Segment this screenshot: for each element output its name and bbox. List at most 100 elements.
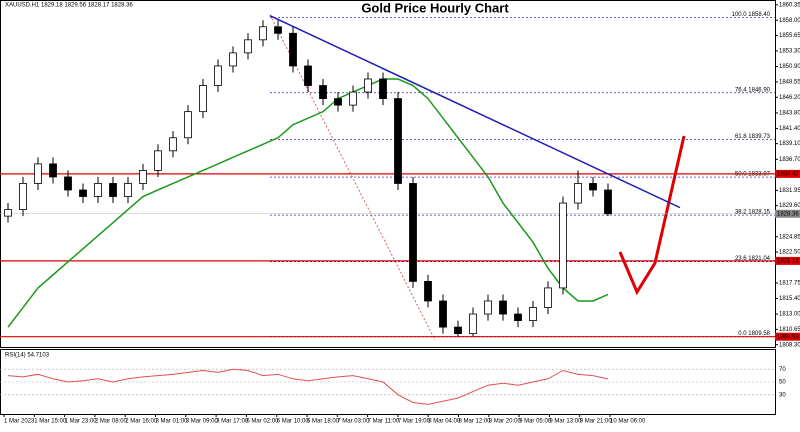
rsi-line — [7, 368, 609, 405]
x-tick-label: 3 Mar 01:00 — [156, 419, 189, 425]
forecast-arrow — [618, 135, 686, 296]
x-tick-label: 7 Mar 03:00 — [337, 419, 370, 425]
x-tick-label: 3 Mar 17:00 — [216, 419, 249, 425]
price-box — [775, 209, 800, 218]
chart-title: Gold Price Hourly Chart — [361, 0, 509, 15]
y-tick-label: 1817.75 — [779, 281, 800, 287]
candle-body — [424, 281, 432, 302]
candle-body — [184, 111, 192, 139]
candle-body — [394, 98, 402, 184]
fib-guide — [269, 14, 436, 341]
y-tick-label: 1822.50 — [779, 250, 800, 256]
candle-body — [94, 183, 102, 197]
price-mark-label: 1809.53 — [777, 334, 799, 340]
x-tick-label: 3 Mar 09:00 — [186, 419, 219, 425]
y-tick-label: 1831.95 — [779, 188, 800, 194]
x-tick-label: 9 Mar 21:00 — [580, 419, 613, 425]
x-tick-label: 10 Mar 06:00 — [610, 419, 646, 425]
candle-body — [334, 98, 342, 106]
candle-body — [49, 163, 57, 178]
price-mark-label: 1821.14 — [777, 258, 799, 264]
candle-body — [289, 32, 297, 67]
candle-body — [304, 65, 312, 86]
price-box — [775, 256, 800, 265]
fib-label: 76.4 1846.90 — [735, 87, 771, 93]
y-tick-label: 1841.40 — [779, 126, 800, 132]
fib-label: 23.6 1821.04 — [735, 256, 771, 262]
x-tick-label: 2 Mar 08:00 — [95, 419, 128, 425]
x-tick-label: 1 Mar 15:00 — [34, 419, 67, 425]
candle-body — [124, 183, 132, 197]
x-tick-label: 6 Mar 10:00 — [277, 419, 310, 425]
candle-body — [544, 287, 552, 308]
candle-body — [214, 65, 222, 86]
x-tick-label: 8 Mar 20:00 — [489, 419, 522, 425]
header: XAUUSD,H1 1829.18 1829.56 1828.17 1828.3… — [5, 3, 133, 9]
y-tick-label: 1843.80 — [779, 111, 800, 117]
candle-body — [64, 176, 72, 191]
candle-body — [574, 183, 582, 204]
x-tick-label: 1 Mar 23:00 — [65, 419, 98, 425]
fib-label: 0.0 1809.58 — [738, 331, 770, 337]
x-tick-label: 6 Mar 18:00 — [307, 419, 340, 425]
candle-body — [604, 189, 612, 215]
candle-body — [4, 209, 12, 217]
y-tick-label: 1824.85 — [779, 234, 800, 240]
y-tick-label: 1813.00 — [779, 312, 800, 318]
price-mark-label: 1834.47 — [777, 171, 799, 177]
candle-body — [589, 183, 597, 191]
rsi-tick-label: 30 — [779, 392, 786, 398]
y-tick-label: 1815.40 — [779, 296, 800, 302]
candle-body — [169, 137, 177, 152]
fib-label: 50.0 1833.97 — [735, 172, 771, 178]
candle-body — [529, 307, 537, 321]
candle-body — [379, 78, 387, 99]
x-tick-label: 6 Mar 02:00 — [246, 419, 279, 425]
candle-body — [109, 183, 117, 197]
candle-body — [259, 26, 267, 41]
candle-body — [34, 163, 42, 184]
x-tick-label: 9 Mar 05:00 — [519, 419, 552, 425]
fib-label: 38.2 1828.15 — [735, 210, 771, 216]
x-tick-label: 1 Mar 2023 — [4, 419, 35, 425]
trendline — [269, 14, 681, 209]
candle-body — [19, 183, 27, 210]
candle-body — [439, 300, 447, 328]
candle-body — [559, 202, 567, 289]
x-tick-label: 2 Mar 16:00 — [125, 419, 158, 425]
y-tick-label: 1860.35 — [779, 2, 800, 8]
y-tick-label: 1846.20 — [779, 95, 800, 101]
rsi-tick-label: 50 — [779, 380, 786, 386]
candle-body — [79, 189, 87, 197]
y-tick-label: 1858.00 — [779, 18, 800, 24]
x-tick-label: 8 Mar 12:00 — [459, 419, 492, 425]
y-tick-label: 1829.60 — [779, 203, 800, 209]
y-tick-label: 1839.10 — [779, 141, 800, 147]
candle-body — [454, 326, 462, 335]
rsi-tick-label: 70 — [779, 367, 786, 373]
candle-body — [484, 300, 492, 315]
candle-body — [469, 313, 477, 335]
candle-body — [349, 91, 357, 106]
candle-body — [244, 39, 252, 54]
x-tick-label: 7 Mar 19:00 — [398, 419, 431, 425]
candle-body — [319, 85, 327, 99]
candle-body — [514, 313, 522, 321]
y-tick-label: 1853.30 — [779, 49, 800, 55]
candle-body — [199, 85, 207, 113]
candle-body — [154, 150, 162, 171]
fib-label: 61.8 1839.73 — [735, 134, 771, 140]
y-tick-label: 1808.30 — [779, 342, 800, 348]
fib-label: 100.0 1858.40 — [732, 12, 771, 18]
y-tick-label: 1836.70 — [779, 157, 800, 163]
y-tick-label: 1848.55 — [779, 80, 800, 86]
price-mark-label: 1828.36 — [777, 211, 799, 217]
candle-body — [139, 170, 147, 184]
x-tick-label: 9 Mar 13:00 — [549, 419, 582, 425]
candle-body — [409, 183, 417, 282]
y-tick-label: 1855.65 — [779, 33, 800, 39]
rsi-label: RSI(14) 54.7103 — [5, 353, 50, 359]
price-box — [775, 169, 800, 178]
candle-body — [229, 52, 237, 67]
